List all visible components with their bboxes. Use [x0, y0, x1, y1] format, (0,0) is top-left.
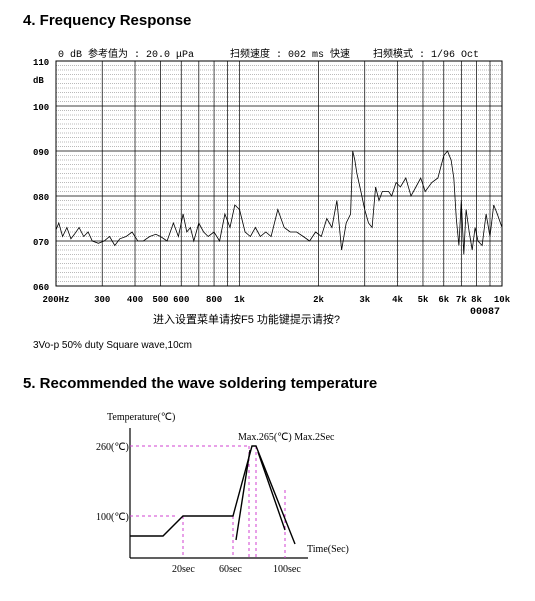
fr-y-tick-label: 110 [33, 58, 49, 68]
fr-x-tick-label: 4k [392, 295, 403, 305]
fr-x-tick-label: 7k [456, 295, 467, 305]
fr-header-mode: 扫频模式 : 1/96 Oct [373, 47, 479, 61]
fr-x-tick-label: 600 [173, 295, 189, 305]
fr-y-tick-label: 070 [33, 238, 49, 248]
fr-x-tick-label: 10k [494, 295, 511, 305]
fr-grid [55, 61, 503, 286]
section-heading-wave-soldering: 5. Recommended the wave soldering temper… [23, 375, 378, 392]
test-condition-note: 3Vo-p 50% duty Square wave,10cm [33, 340, 192, 351]
fr-y-ticks: 060 070 080 090 100 110 [33, 58, 49, 293]
fr-x-tick-label: 2k [313, 295, 324, 305]
fr-x-tick-label: 200Hz [42, 295, 69, 305]
fr-footer: 进入设置菜单请按F5 功能键提示请按? [153, 312, 340, 326]
fr-plot-border [55, 60, 503, 287]
fr-y-tick-label: 100 [33, 103, 49, 113]
fr-x-ticks: 200Hz 300 400 500 600 800 1k 2k 3k 4k 5k 6k 7k 8k 10k [42, 295, 510, 305]
fr-y-label: dB [33, 76, 44, 86]
fr-x-tick-label: 300 [94, 295, 110, 305]
fr-y-tick-label: 080 [33, 193, 49, 203]
fr-x-tick-label: 1k [234, 295, 245, 305]
fr-header-ref: 0 dB 参考值为 : 20.0 μPa [58, 47, 194, 61]
fr-x-tick-label: 500 [152, 295, 168, 305]
fr-x-tick-label: 800 [206, 295, 222, 305]
fr-y-tick-label: 060 [33, 283, 49, 293]
fr-header-speed: 扫频速度 : 002 ms 快速 [230, 47, 350, 61]
fr-y-tick-label: 090 [33, 148, 49, 158]
fr-x-tick-label: 5k [418, 295, 429, 305]
fr-x-tick-label: 6k [438, 295, 449, 305]
fr-x-tick-label: 8k [471, 295, 482, 305]
fr-series-line [55, 150, 503, 255]
fr-counter: 00087 [470, 307, 500, 318]
fr-x-tick-label: 400 [127, 295, 143, 305]
section-heading-frequency-response: 4. Frequency Response [23, 12, 192, 29]
fr-x-tick-label: 3k [359, 295, 370, 305]
